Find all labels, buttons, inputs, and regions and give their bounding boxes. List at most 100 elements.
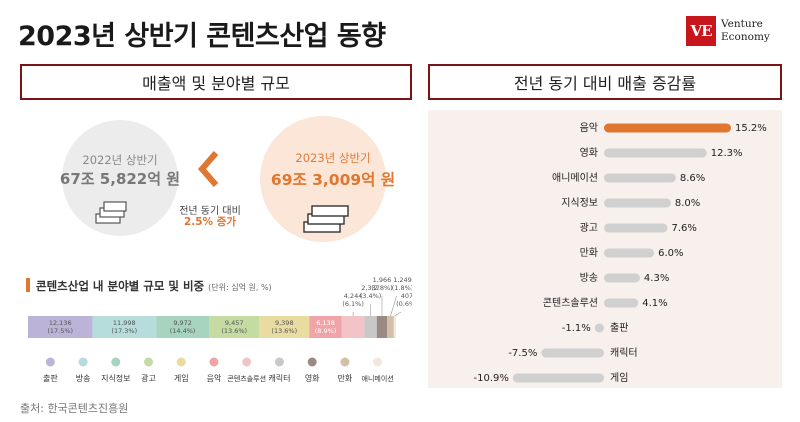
legend-label: 애니메이션 bbox=[362, 374, 394, 383]
money-stack-large-icon bbox=[303, 205, 349, 233]
growth-bar bbox=[604, 248, 655, 258]
logo-text: Venture Economy bbox=[721, 18, 770, 44]
page-title: 2023년 상반기 콘텐츠산업 동향 bbox=[18, 21, 386, 52]
growth-category-label: 콘텐츠솔루션 bbox=[543, 297, 598, 309]
segment-leader-line bbox=[394, 311, 402, 317]
growth-bar bbox=[604, 173, 676, 183]
segment-value-label: 9,972 bbox=[173, 319, 192, 327]
yoy-growth-bar-chart: 음악 15.2% 영화 12.3% 애니메이션 8.6% 지식정보 8.0% 광고 7.6% 만화 6… bbox=[474, 122, 767, 384]
logo-line2: Economy bbox=[721, 31, 770, 43]
segment-bar bbox=[209, 316, 260, 338]
yoy-value: 2.5% 증가 bbox=[183, 216, 237, 228]
left-panel: 2022년 상반기 67조 5,822억 원 2023년 상반기 69조 3,0… bbox=[20, 110, 412, 388]
segment-pct-label: (6.1%) bbox=[342, 300, 364, 308]
segment-pct-label: (1.8%) bbox=[392, 284, 412, 292]
growth-value-label: -1.1% bbox=[562, 323, 591, 334]
segment-value-label: 6,138 bbox=[316, 319, 335, 327]
growth-bar bbox=[604, 123, 731, 133]
legend-swatch bbox=[45, 357, 55, 367]
legend-label: 출판 bbox=[43, 373, 58, 383]
legend-label: 만화 bbox=[338, 374, 353, 383]
growth-category-label: 지식정보 bbox=[561, 197, 598, 209]
growth-bar bbox=[604, 298, 639, 308]
right-panel-header: 전년 동기 대비 매출 증감률 bbox=[428, 64, 782, 100]
growth-value-label: 8.0% bbox=[675, 198, 700, 209]
growth-value-label: 6.0% bbox=[658, 248, 683, 259]
segment-title-marker bbox=[26, 278, 30, 292]
segment-value-label: 9,457 bbox=[225, 319, 244, 327]
legend-swatch bbox=[274, 357, 284, 367]
segment-leader-line bbox=[390, 295, 397, 317]
legend-swatch bbox=[209, 357, 219, 367]
segment-pct-label: (17.3%) bbox=[111, 327, 137, 335]
growth-category-label: 영화 bbox=[580, 147, 598, 159]
segment-value-label: 11,998 bbox=[113, 319, 136, 327]
segment-bar bbox=[387, 316, 394, 338]
segment-bar bbox=[92, 316, 157, 338]
legend-label: 방송 bbox=[76, 373, 91, 383]
growth-value-label: 15.2% bbox=[735, 123, 767, 134]
segment-value-label: 1,966 bbox=[373, 276, 392, 284]
money-stack-small-icon bbox=[95, 201, 127, 224]
segment-value-label: 407 bbox=[401, 292, 412, 300]
curr-half-value: 69조 3,009억 원 bbox=[270, 171, 396, 189]
legend-swatch bbox=[176, 357, 186, 367]
left-panel-header: 매출액 및 분야별 규모 bbox=[20, 64, 412, 100]
segment-unit: (단위: 십억 원, %) bbox=[208, 283, 272, 292]
segment-pct-label: (13.6%) bbox=[221, 327, 247, 335]
growth-category-label: 만화 bbox=[580, 247, 598, 259]
right-panel: 음악 15.2% 영화 12.3% 애니메이션 8.6% 지식정보 8.0% 광고 7.6% 만화 6… bbox=[428, 110, 782, 388]
growth-category-label: 출판 bbox=[610, 322, 628, 334]
segment-bar bbox=[376, 316, 388, 338]
legend-label: 광고 bbox=[141, 373, 156, 383]
growth-category-label: 애니메이션 bbox=[552, 172, 598, 184]
growth-value-label: 4.1% bbox=[642, 298, 667, 309]
venture-economy-logo: VE Venture Economy bbox=[686, 16, 770, 46]
source-note: 출처: 한국콘텐츠진흥원 bbox=[20, 402, 129, 415]
segment-value-label: 2,337 bbox=[361, 284, 380, 292]
logo-mark: VE bbox=[686, 16, 716, 46]
growth-value-label: 7.6% bbox=[672, 223, 697, 234]
prev-half-value: 67조 5,822억 원 bbox=[59, 170, 181, 188]
yoy-label: 전년 동기 대비 bbox=[179, 206, 241, 217]
chevron-left-icon bbox=[198, 151, 219, 187]
logo-line1: Venture bbox=[721, 18, 763, 30]
growth-value-label: 12.3% bbox=[711, 148, 743, 159]
growth-category-label: 방송 bbox=[580, 272, 598, 284]
growth-bar bbox=[541, 348, 604, 358]
growth-category-label: 캐릭터 bbox=[610, 347, 638, 359]
segment-pct-label: (13.6%) bbox=[271, 327, 297, 335]
legend-swatch bbox=[144, 357, 154, 367]
segment-bar bbox=[341, 316, 365, 338]
growth-category-label: 게임 bbox=[610, 371, 628, 384]
segment-value-label: 9,398 bbox=[275, 319, 294, 327]
legend-swatch bbox=[307, 357, 317, 367]
segment-bar bbox=[309, 316, 342, 338]
legend-label: 지식정보 bbox=[101, 373, 130, 383]
curr-half-title: 2023년 상반기 bbox=[295, 151, 371, 165]
legend-swatch bbox=[340, 357, 350, 367]
legend-label: 게임 bbox=[174, 373, 189, 383]
legend-swatch bbox=[111, 357, 121, 367]
prev-half-title: 2022년 상반기 bbox=[82, 153, 158, 167]
growth-bar bbox=[512, 373, 604, 383]
segment-pct-label: (14.4%) bbox=[170, 327, 196, 335]
segment-bar bbox=[259, 316, 310, 338]
growth-bar bbox=[604, 198, 671, 208]
legend-label: 캐릭터 bbox=[268, 373, 290, 383]
legend-swatch bbox=[78, 357, 88, 367]
growth-bar bbox=[604, 223, 668, 233]
segment-value-label: 4,244 bbox=[344, 292, 363, 300]
segment-title-bold: 규모 및 비중 bbox=[143, 279, 205, 293]
segment-pct-label: (2.8%) bbox=[371, 284, 393, 292]
legend-swatch bbox=[242, 357, 252, 367]
legend-label: 콘텐츠솔루션 bbox=[227, 374, 266, 383]
segment-title: 콘텐츠산업 내 분야별 규모 및 비중 (단위: 십억 원, %) bbox=[36, 278, 272, 294]
growth-value-label: -10.9% bbox=[474, 373, 509, 384]
segment-bar bbox=[28, 316, 93, 338]
growth-bar bbox=[604, 148, 707, 158]
growth-value-label: 8.6% bbox=[680, 173, 705, 184]
segment-value-label: 1,249 bbox=[393, 276, 412, 284]
growth-value-label: -7.5% bbox=[508, 348, 537, 359]
segment-pct-label: (3.4%) bbox=[360, 292, 382, 300]
